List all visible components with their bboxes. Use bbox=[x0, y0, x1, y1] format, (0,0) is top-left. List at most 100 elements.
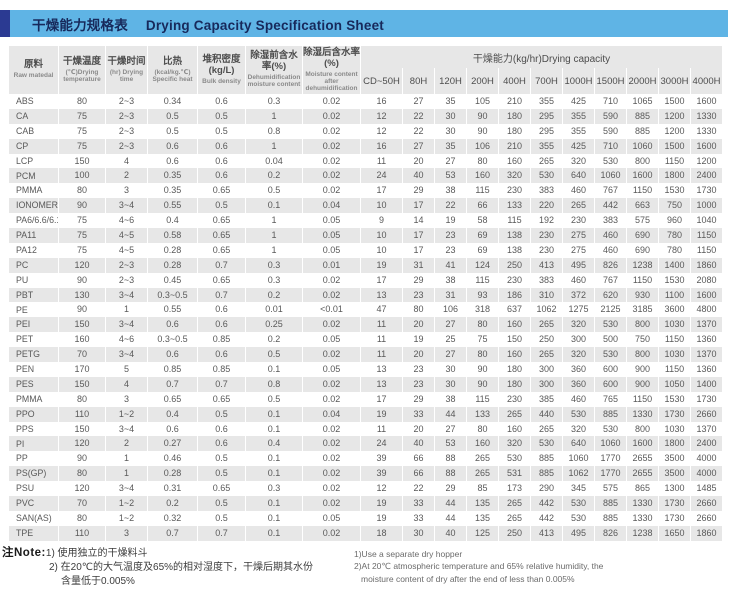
cell-specific_heat: 0.6 bbox=[147, 317, 198, 333]
cell-capacity-2000H: 1330 bbox=[626, 406, 659, 422]
cell-capacity-80H: 40 bbox=[402, 168, 435, 184]
cell-bulk_density: 0.6 bbox=[197, 317, 246, 333]
cell-capacity-400H: 320 bbox=[498, 436, 531, 452]
cell-capacity-1000H: 360 bbox=[562, 376, 595, 392]
cell-capacity-1000H: 460 bbox=[562, 391, 595, 407]
cell-capacity-4000H: 2660 bbox=[689, 496, 724, 511]
cell-capacity-700H: 265 bbox=[530, 153, 563, 169]
cell-capacity-80H: 33 bbox=[402, 510, 435, 526]
cell-capacity-1000H: 530 bbox=[562, 406, 595, 422]
cell-moisture_before: 0.1 bbox=[245, 421, 303, 437]
cell-capacity-CD~50H: 13 bbox=[360, 376, 403, 392]
cell-capacity-80H: 40 bbox=[402, 436, 435, 452]
cell-capacity-1000H: 1062 bbox=[562, 466, 595, 482]
cell-capacity-CD~50H: 11 bbox=[360, 421, 403, 437]
title-bar: 干燥能力规格表 Drying Capacity Specification Sh… bbox=[0, 10, 728, 37]
header-row-2: CD~50H 80H 120H 200H 400H 700H 1000H 1500H 2000H… bbox=[9, 68, 724, 94]
cell-capacity-CD~50H: 19 bbox=[360, 510, 403, 526]
cell-specific_heat: 0.85 bbox=[147, 362, 198, 377]
cell-bulk_density: 0.6 bbox=[197, 347, 246, 363]
cell-capacity-4000H: 1000 bbox=[689, 198, 724, 214]
cell-bulk_density: 0.6 bbox=[197, 436, 246, 452]
cell-time: 2 bbox=[105, 436, 148, 452]
cell-specific_heat: 0.28 bbox=[147, 257, 198, 273]
cell-temp: 150 bbox=[58, 376, 106, 392]
cell-capacity-700H: 383 bbox=[530, 272, 563, 288]
cell-bulk_density: 0.65 bbox=[197, 391, 246, 407]
cell-moisture_after: 0.02 bbox=[302, 496, 361, 511]
cell-moisture_before: 0.3 bbox=[245, 481, 303, 497]
cell-temp: 90 bbox=[58, 302, 106, 318]
cell-capacity-700H: 355 bbox=[530, 94, 563, 109]
cell-material: PU bbox=[8, 272, 59, 288]
cell-capacity-3000H: 1500 bbox=[658, 138, 691, 154]
cell-capacity-200H: 90 bbox=[466, 362, 499, 377]
cell-capacity-CD~50H: 12 bbox=[360, 108, 403, 124]
cell-capacity-1500H: 530 bbox=[594, 347, 627, 363]
capacity-col-header-0: CD~50H bbox=[360, 68, 403, 94]
cell-capacity-120H: 27 bbox=[434, 153, 467, 169]
capacity-col-header-6: 1000H bbox=[562, 68, 595, 94]
cell-time: 3~4 bbox=[105, 421, 148, 437]
cell-temp: 150 bbox=[58, 153, 106, 169]
cell-capacity-400H: 138 bbox=[498, 228, 531, 243]
col-header-moisture_before-zh: 除湿前含水率(%) bbox=[250, 50, 298, 73]
cell-moisture_after: 0.02 bbox=[302, 183, 361, 199]
cell-moisture_after: 0.02 bbox=[302, 317, 361, 333]
cell-material: PET bbox=[8, 332, 59, 348]
cell-capacity-CD~50H: 39 bbox=[360, 466, 403, 482]
col-header-temp-en: (℃)Drying temperature bbox=[63, 68, 101, 83]
cell-material: PEN bbox=[8, 362, 59, 377]
cell-moisture_before: 0.1 bbox=[245, 451, 303, 467]
table-row: PMMA 80 3 0.65 0.65 0.5 0.02 17 29 38 115 230 385 460… bbox=[8, 391, 724, 407]
cell-capacity-400H: 531 bbox=[498, 466, 531, 482]
cell-capacity-2000H: 2655 bbox=[626, 466, 659, 482]
cell-capacity-2000H: 1238 bbox=[626, 525, 659, 541]
cell-bulk_density: 0.7 bbox=[197, 525, 246, 541]
cell-temp: 80 bbox=[58, 466, 106, 482]
cell-capacity-400H: 180 bbox=[498, 362, 531, 377]
cell-capacity-700H: 230 bbox=[530, 228, 563, 243]
cell-capacity-120H: 44 bbox=[434, 496, 467, 511]
cell-capacity-80H: 14 bbox=[402, 213, 435, 229]
footnote-en-line3: moisture content of dry after the end of… bbox=[361, 574, 575, 585]
table-row: PETG 70 3~4 0.6 0.6 0.5 0.02 11 20 27 80 160 265 320 5… bbox=[8, 347, 724, 363]
cell-capacity-CD~50H: 16 bbox=[360, 138, 403, 154]
cell-capacity-3000H: 1100 bbox=[658, 287, 691, 303]
cell-material: PBT bbox=[8, 287, 59, 303]
cell-capacity-3000H: 1030 bbox=[658, 421, 691, 437]
cell-temp: 70 bbox=[58, 347, 106, 363]
table-row: PCM 100 2 0.35 0.6 0.2 0.02 24 40 53 160 320 530 640 1… bbox=[8, 168, 724, 184]
cell-capacity-80H: 27 bbox=[402, 94, 435, 109]
cell-capacity-200H: 265 bbox=[466, 466, 499, 482]
cell-capacity-700H: 265 bbox=[530, 347, 563, 363]
cell-capacity-80H: 29 bbox=[402, 272, 435, 288]
cell-capacity-2000H: 750 bbox=[626, 332, 659, 348]
table-row: PEI 150 3~4 0.6 0.6 0.25 0.02 11 20 27 80 160 265 320… bbox=[8, 317, 724, 333]
cell-moisture_after: 0.05 bbox=[302, 332, 361, 348]
cell-capacity-4000H: 1600 bbox=[689, 287, 724, 303]
cell-bulk_density: 0.7 bbox=[197, 287, 246, 303]
cell-capacity-4000H: 1040 bbox=[689, 213, 724, 229]
cell-specific_heat: 0.2 bbox=[147, 496, 198, 511]
cell-material: ABS bbox=[8, 94, 59, 109]
cell-specific_heat: 0.4 bbox=[147, 213, 198, 229]
cell-capacity-120H: 38 bbox=[434, 391, 467, 407]
footnotes: 注Note:1) 使用独立的干燥料斗 2) 在20℃的大气温度及65%的相对湿度… bbox=[2, 546, 722, 589]
header-row-1: 原料 Raw matedal 干燥温度 (℃)Drying temperature 干燥… bbox=[8, 46, 724, 94]
cell-material: PPS bbox=[8, 421, 59, 437]
cell-capacity-1500H: 530 bbox=[594, 421, 627, 437]
cell-bulk_density: 0.5 bbox=[197, 510, 246, 526]
cell-capacity-2000H: 1600 bbox=[626, 436, 659, 452]
cell-material: PP bbox=[8, 451, 59, 467]
cell-capacity-3000H: 1530 bbox=[658, 272, 691, 288]
cell-capacity-4000H: 2400 bbox=[689, 168, 724, 184]
cell-capacity-700H: 265 bbox=[530, 421, 563, 437]
table-row: PET 160 4~6 0.3~0.5 0.85 0.2 0.05 11 19 25 75 150 25… bbox=[8, 332, 724, 348]
cell-material: PES bbox=[8, 376, 59, 392]
cell-time: 3 bbox=[105, 525, 148, 541]
page-title-en: Drying Capacity Specification Sheet bbox=[145, 17, 384, 33]
cell-capacity-2000H: 800 bbox=[626, 421, 659, 437]
table-row: PES 150 4 0.7 0.7 0.8 0.02 13 23 30 90 180 300 360 600… bbox=[8, 376, 724, 392]
cell-capacity-1000H: 355 bbox=[562, 123, 595, 139]
